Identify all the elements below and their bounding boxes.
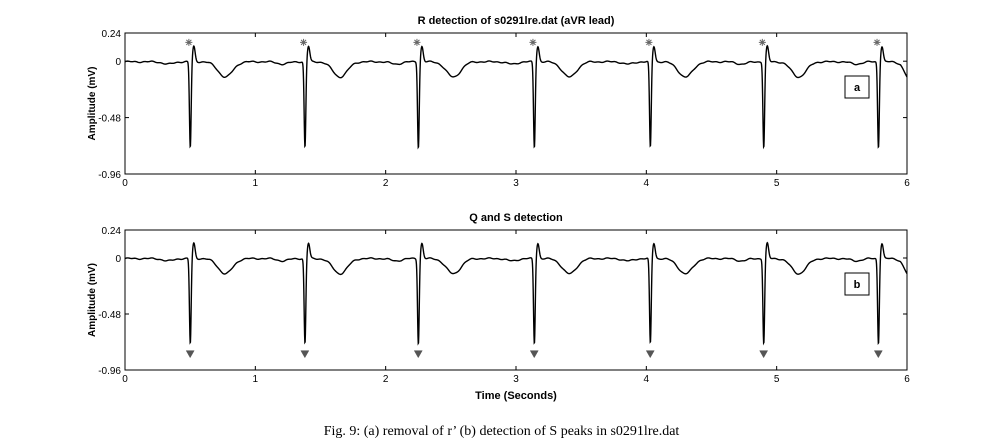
panel-1-y-tick-label: -0.48: [98, 114, 121, 125]
panel-1-r-peak-marker: [300, 38, 308, 46]
panel-1-r-peak-marker: [758, 38, 766, 46]
panel-2-s-peak-marker: [645, 350, 655, 359]
panel-1-x-tick-label: 5: [774, 178, 780, 189]
panel-2-s-peak-marker: [413, 350, 423, 359]
panel-1-r-peak-marker: [185, 38, 193, 46]
panel-1-y-tick-label: 0: [115, 57, 121, 68]
panel-2-s-peak-marker: [300, 350, 310, 359]
panel-1-panel-label: a: [854, 82, 861, 94]
panel-2-x-tick-label: 3: [513, 374, 519, 385]
panel-2-x-tick-label: 1: [253, 374, 259, 385]
panel-2-ecg-trace: [124, 241, 908, 346]
panel-1-x-tick-label: 1: [253, 178, 259, 189]
panel-1-y-axis-label: Amplitude (mV): [87, 67, 98, 141]
panel-1-x-tick-label: 4: [644, 178, 650, 189]
panel-2-y-axis-label: Amplitude (mV): [87, 263, 98, 337]
panel-2-y-tick-label: 0.24: [102, 226, 122, 237]
panel-2-plot-frame: [124, 229, 908, 371]
panel-2-x-tick-label: 0: [122, 374, 128, 385]
panel-1-y-tick-label: 0.24: [102, 29, 122, 40]
panel-2-x-tick-label: 6: [904, 374, 910, 385]
panel-1-title: R detection of s0291lre.dat (aVR lead): [418, 15, 615, 27]
panel-1-panel-label-box: [844, 75, 870, 99]
panel-2-s-peak-marker: [529, 350, 539, 359]
panel-2-panel-label-box: [844, 272, 870, 296]
panel-2-x-axis-label: Time (Seconds): [475, 390, 557, 402]
panel-2-title: Q and S detection: [469, 212, 563, 224]
panel-2-x-tick-label: 4: [644, 374, 650, 385]
figure-caption: Fig. 9: (a) removal of r’ (b) detection …: [323, 424, 680, 439]
panel-1-x-tick-label: 2: [383, 178, 389, 189]
panel-2-x-tick-label: 2: [383, 374, 389, 385]
panel-2-x-tick-label: 5: [774, 374, 780, 385]
panel-1-r-peak-marker: [873, 38, 881, 46]
panel-2-s-peak-marker: [759, 350, 769, 359]
panel-2-panel-label: b: [854, 279, 861, 291]
panel-2-s-peak-marker: [873, 350, 883, 359]
panel-1-x-tick-label: 0: [122, 178, 128, 189]
panel-1-r-peak-marker: [529, 38, 537, 46]
panel-1-y-tick-label: -0.96: [98, 170, 121, 181]
panel-1-r-peak-marker: [645, 38, 653, 46]
panel-2-s-peak-marker: [185, 350, 195, 359]
panel-2-y-tick-label: -0.96: [98, 366, 121, 377]
panel-1-ecg-trace: [124, 44, 908, 150]
panel-1-x-tick-label: 3: [513, 178, 519, 189]
panel-1-r-peak-marker: [413, 38, 421, 46]
panel-1-x-tick-label: 6: [904, 178, 910, 189]
panel-2-y-tick-label: 0: [115, 254, 121, 265]
panel-2-y-tick-label: -0.48: [98, 310, 121, 321]
panel-1-plot-frame: [124, 32, 908, 175]
